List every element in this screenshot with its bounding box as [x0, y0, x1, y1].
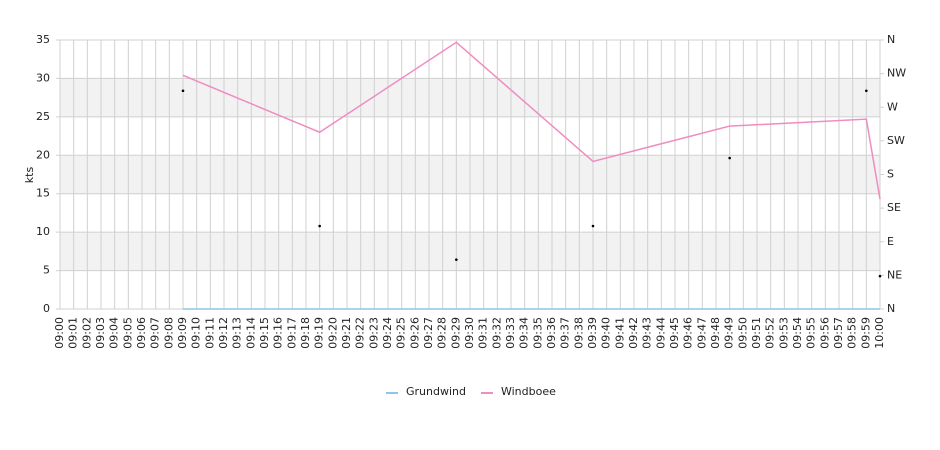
x-tick-label: 09:31	[477, 317, 490, 349]
x-tick-label: 09:01	[67, 317, 80, 349]
y-tick-label: 20	[36, 148, 50, 161]
y2-tick-label: NE	[887, 268, 902, 281]
y-axis-label: kts	[23, 167, 36, 184]
direction-dot	[728, 156, 731, 160]
direction-dot	[181, 89, 185, 93]
y-tick-label: 0	[43, 302, 50, 315]
x-tick-label: 09:09	[176, 317, 189, 349]
x-tick-label: 09:22	[354, 317, 367, 349]
direction-dot	[318, 224, 321, 228]
x-tick-label: 09:43	[641, 317, 654, 349]
x-tick-label: 09:26	[408, 317, 421, 349]
x-tick-label: 09:53	[777, 317, 790, 349]
x-tick-label: 09:38	[572, 317, 585, 349]
y-tick-label: 30	[36, 71, 50, 84]
x-tick-label: 09:52	[764, 317, 777, 349]
x-tick-label: 09:07	[149, 317, 162, 349]
x-tick-label: 09:49	[723, 317, 736, 349]
x-tick-label: 09:05	[121, 317, 134, 349]
x-tick-label: 09:21	[340, 317, 353, 349]
y-tick-label: 25	[36, 110, 50, 123]
x-tick-label: 09:14	[244, 317, 257, 349]
y2-tick-label: SE	[887, 201, 901, 214]
direction-dot	[865, 89, 868, 93]
x-tick-label: 09:03	[94, 317, 107, 349]
x-tick-label: 09:30	[463, 317, 476, 349]
x-tick-label: 09:47	[695, 317, 708, 349]
x-tick-label: 09:42	[627, 317, 640, 349]
x-tick-label: 09:08	[162, 317, 175, 349]
y-tick-label: 10	[36, 225, 50, 238]
x-tick-label: 09:37	[559, 317, 572, 349]
x-tick-label: 09:58	[846, 317, 859, 349]
x-tick-label: 09:18	[299, 317, 312, 349]
x-tick-label: 09:29	[449, 317, 462, 349]
x-tick-label: 09:41	[613, 317, 626, 349]
x-tick-label: 09:12	[217, 317, 230, 349]
direction-dot	[878, 274, 882, 278]
x-tick-label: 09:36	[545, 317, 558, 349]
x-tick-label: 09:16	[272, 317, 285, 349]
y2-tick-label: S	[887, 168, 894, 181]
x-tick-label: 09:46	[682, 317, 695, 349]
y-tick-label: 5	[43, 264, 50, 277]
direction-dot	[455, 258, 458, 261]
x-tick-label: 09:34	[518, 317, 531, 349]
x-tick-label: 09:44	[654, 317, 667, 349]
direction-dot	[591, 224, 595, 228]
y2-tick-label: W	[887, 100, 898, 113]
x-tick-label: 09:33	[504, 317, 517, 349]
x-tick-label: 09:39	[586, 317, 599, 349]
series-line	[182, 41, 881, 200]
x-tick-label: 09:59	[859, 317, 872, 349]
x-tick-label: 09:04	[108, 317, 121, 349]
x-tick-label: 09:02	[80, 317, 93, 349]
x-tick-label: 09:19	[313, 317, 326, 349]
x-tick-label: 09:06	[135, 317, 148, 349]
x-tick-label: 09:40	[600, 317, 613, 349]
x-tick-label: 09:20	[326, 317, 339, 349]
x-tick-label: 09:28	[436, 317, 449, 349]
y2-tick-label: NW	[887, 67, 906, 80]
x-tick-label: 09:10	[190, 317, 203, 349]
x-tick-label: 09:45	[668, 317, 681, 349]
x-tick-label: 09:17	[285, 317, 298, 349]
y2-tick-label: E	[887, 235, 894, 248]
x-tick-label: 09:13	[231, 317, 244, 349]
x-tick-label: 09:00	[53, 317, 66, 349]
x-tick-label: 09:23	[367, 317, 380, 349]
y-tick-label: 35	[36, 33, 50, 46]
y-tick-label: 15	[36, 187, 50, 200]
legend-label: Windboee	[501, 385, 556, 398]
x-tick-label: 09:32	[490, 317, 503, 349]
x-tick-label: 09:48	[709, 317, 722, 349]
x-tick-label: 09:51	[750, 317, 763, 349]
x-tick-label: 09:50	[736, 317, 749, 349]
x-tick-label: 09:56	[818, 317, 831, 349]
x-tick-label: 09:54	[791, 317, 804, 349]
x-tick-label: 09:27	[422, 317, 435, 349]
y2-tick-label: N	[887, 33, 895, 46]
x-tick-label: 09:15	[258, 317, 271, 349]
x-tick-label: 09:11	[203, 317, 216, 349]
legend-label: Grundwind	[406, 385, 466, 398]
x-tick-label: 09:55	[805, 317, 818, 349]
x-tick-label: 09:57	[832, 317, 845, 349]
y2-tick-label: SW	[887, 134, 905, 147]
x-tick-label: 10:00	[873, 317, 886, 349]
x-tick-label: 09:24	[381, 317, 394, 349]
x-tick-label: 09:25	[395, 317, 408, 349]
x-tick-label: 09:35	[531, 317, 544, 349]
y2-tick-label: N	[887, 302, 895, 315]
